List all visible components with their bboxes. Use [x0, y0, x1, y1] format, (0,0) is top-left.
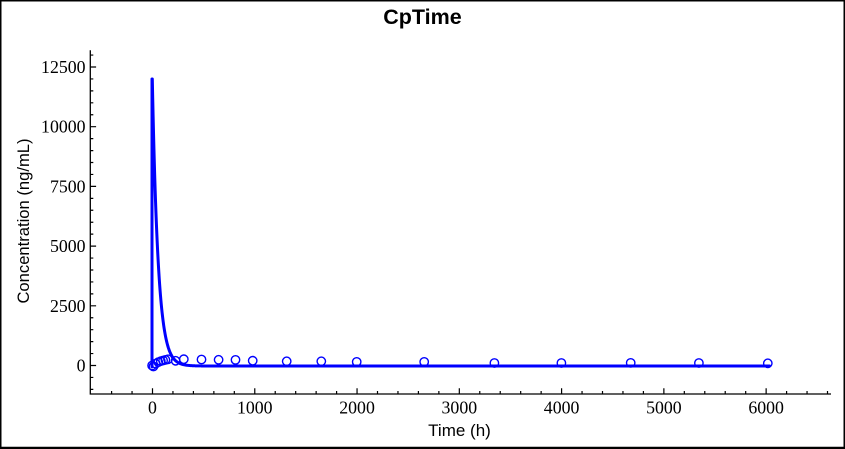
svg-text:5000: 5000 [50, 236, 86, 256]
svg-text:CpTime: CpTime [383, 5, 461, 29]
svg-text:0: 0 [77, 356, 86, 376]
svg-text:1000: 1000 [237, 397, 273, 417]
svg-text:2000: 2000 [339, 397, 375, 417]
svg-text:Time (h): Time (h) [428, 421, 491, 440]
svg-text:7500: 7500 [50, 176, 86, 196]
svg-text:4000: 4000 [544, 397, 580, 417]
svg-text:10000: 10000 [41, 117, 86, 137]
svg-text:Concentration (ng/mL): Concentration (ng/mL) [14, 138, 33, 303]
svg-text:6000: 6000 [748, 397, 784, 417]
svg-text:0: 0 [148, 397, 157, 417]
svg-text:2500: 2500 [50, 296, 86, 316]
svg-text:5000: 5000 [646, 397, 682, 417]
svg-text:12500: 12500 [41, 57, 86, 77]
svg-text:3000: 3000 [442, 397, 478, 417]
